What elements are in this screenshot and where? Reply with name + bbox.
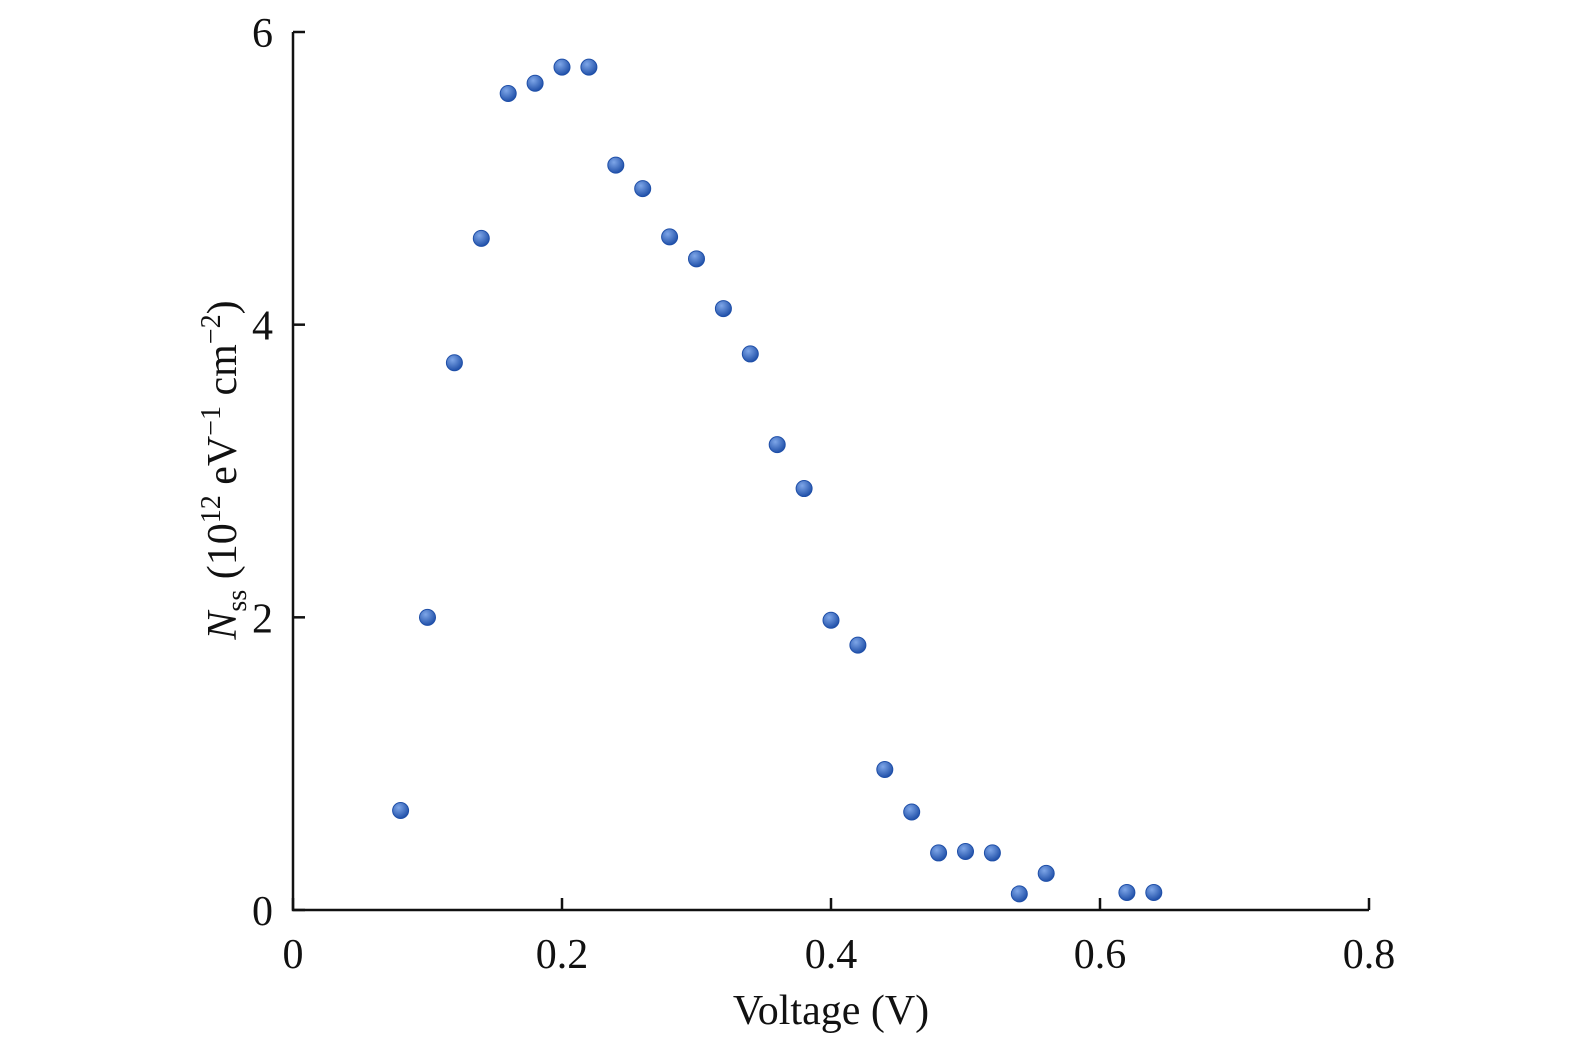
y-tick-label: 2 xyxy=(252,596,273,642)
x-tick-label: 0.8 xyxy=(1343,932,1396,978)
y-axis-subscript: ss xyxy=(222,590,253,612)
data-point xyxy=(419,608,436,626)
data-point xyxy=(849,636,867,654)
data-point xyxy=(741,345,759,363)
y-axis-ticks: 0 2 4 6 xyxy=(252,11,305,935)
y-axis-symbol: N xyxy=(200,610,246,641)
y-axis-exp-1: 12 xyxy=(196,495,227,523)
data-point xyxy=(1037,864,1055,882)
y-axis-exp-2: −1 xyxy=(196,406,227,436)
data-point xyxy=(661,228,679,246)
x-tick-label: 0.6 xyxy=(1074,932,1127,978)
svg-text:Nss (1012 eV−1 cm−2): Nss (1012 eV−1 cm−2) xyxy=(196,300,253,640)
y-axis-title: Nss (1012 eV−1 cm−2) xyxy=(196,300,253,640)
data-point xyxy=(688,250,705,268)
y-tick-label: 6 xyxy=(252,11,273,57)
x-tick-label: 0.4 xyxy=(805,932,858,978)
data-point xyxy=(876,761,894,779)
data-point xyxy=(957,842,974,860)
data-points xyxy=(392,58,1163,903)
axis-lines xyxy=(291,32,1369,912)
data-point xyxy=(822,611,840,629)
y-axis-unit-close: ) xyxy=(200,300,246,314)
data-point xyxy=(580,58,598,76)
data-point xyxy=(634,180,652,198)
data-point xyxy=(983,844,1001,862)
data-point xyxy=(499,84,517,102)
data-point xyxy=(1145,883,1163,901)
y-axis-unit-mid-2: cm xyxy=(200,344,246,406)
data-point xyxy=(930,844,948,862)
data-point xyxy=(1010,885,1028,903)
x-tick-label: 0.2 xyxy=(536,932,589,978)
data-point xyxy=(526,74,544,92)
data-point xyxy=(445,354,463,372)
y-tick-label: 0 xyxy=(252,889,273,935)
data-point xyxy=(607,156,625,174)
axes xyxy=(291,32,1369,912)
data-point xyxy=(903,803,921,821)
data-point xyxy=(392,801,410,819)
y-axis-unit-open: (10 xyxy=(200,523,246,590)
data-point xyxy=(553,58,571,76)
data-point xyxy=(472,229,490,247)
data-point xyxy=(1118,883,1136,901)
y-tick-label: 4 xyxy=(252,304,273,350)
y-axis-unit-mid: eV xyxy=(200,436,246,495)
x-axis-title: Voltage (V) xyxy=(733,988,929,1034)
data-point xyxy=(768,436,786,454)
x-tick-label: 0 xyxy=(283,932,304,978)
x-axis-ticks: 0 0.2 0.4 0.6 0.8 xyxy=(283,898,1396,978)
data-point xyxy=(795,480,813,498)
y-axis-exp-3: −2 xyxy=(196,314,227,344)
data-point xyxy=(714,300,732,318)
